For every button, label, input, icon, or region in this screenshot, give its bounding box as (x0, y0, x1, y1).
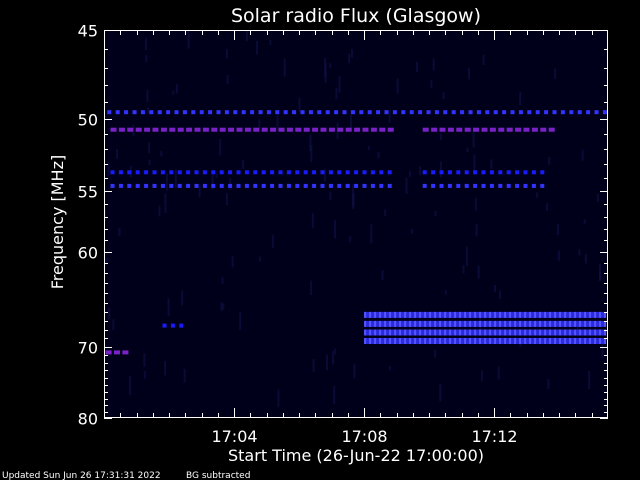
emission-bands (104, 30, 607, 407)
x-tick-label: 17:12 (471, 427, 517, 446)
emission-band-11 (162, 323, 184, 328)
axis-ticks: 45 50 55 60 70 80 17:04 17:08 17:12 (78, 22, 608, 446)
x-tick-label: 17:04 (211, 427, 257, 446)
emission-band-10 (364, 338, 607, 344)
emission-band-3 (110, 170, 392, 175)
emission-band-9 (364, 329, 607, 336)
y-tick-label: 60 (78, 244, 98, 263)
emission-band-6 (422, 183, 545, 188)
emission-band-4 (422, 170, 545, 175)
y-axis-label: Frequency [MHz] (48, 155, 67, 289)
y-tick-label: 70 (78, 339, 98, 358)
emission-band-5 (110, 183, 392, 188)
emission-band-2 (422, 127, 555, 132)
chart-title: Solar radio Flux (Glasgow) (231, 5, 481, 27)
plot-frame (104, 30, 608, 418)
emission-band-1 (110, 127, 394, 132)
x-axis-label: Start Time (26-Jun-22 17:00:00) (228, 446, 484, 465)
emission-band-12 (105, 350, 129, 355)
emission-band-7 (364, 311, 607, 318)
footer-updated: Updated Sun Jun 26 17:31:31 2022 (2, 471, 161, 480)
emission-band-8 (364, 320, 607, 327)
y-tick-label: 55 (78, 183, 98, 202)
footer-note: BG subtracted (186, 471, 250, 480)
emission-band-0 (107, 110, 607, 115)
x-tick-label: 17:08 (341, 427, 387, 446)
y-tick-label: 45 (78, 22, 98, 41)
background-noise (104, 30, 604, 407)
y-tick-label: 80 (78, 410, 98, 429)
y-tick-label: 50 (78, 111, 98, 130)
plot-area (104, 30, 608, 418)
